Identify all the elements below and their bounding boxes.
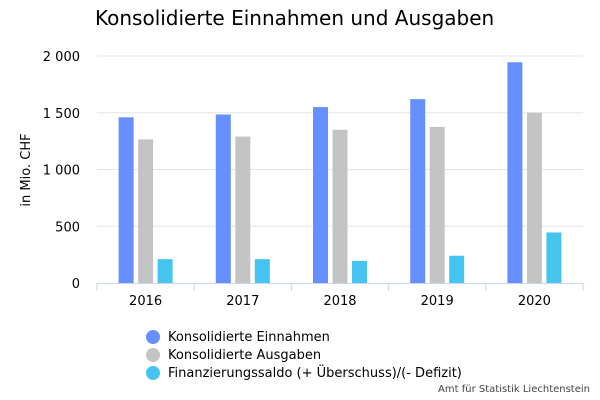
legend-swatch-ausgaben [146, 348, 160, 362]
y-tick-label: 2 000 [43, 50, 80, 65]
legend-label-einnahmen: Konsolidierte Einnahmen [168, 329, 330, 345]
bar[interactable] [215, 114, 231, 283]
source-credit: Amt für Statistik Liechtenstein [438, 384, 590, 395]
legend-item-einnahmen[interactable]: Konsolidierte Einnahmen [146, 328, 462, 346]
bar[interactable] [254, 259, 270, 283]
chart-title: Konsolidierte Einnahmen und Ausgaben [95, 6, 495, 30]
y-tick-label: 0 [72, 277, 80, 292]
x-tick-label: 2020 [518, 294, 551, 309]
legend-label-ausgaben: Konsolidierte Ausgaben [168, 347, 322, 363]
bar[interactable] [410, 99, 426, 283]
legend: Konsolidierte Einnahmen Konsolidierte Au… [146, 328, 462, 382]
axes: 0 500 1 000 1 500 2 000 2016 2017 2018 2019 2020 [43, 50, 584, 309]
bar[interactable] [118, 117, 134, 283]
bar[interactable] [235, 136, 251, 283]
y-axis-label: in Mio. CHF [19, 133, 34, 206]
x-tick-label: 2016 [129, 294, 162, 309]
y-tick-label: 1 500 [43, 107, 80, 122]
legend-swatch-einnahmen [146, 330, 160, 344]
legend-item-ausgaben[interactable]: Konsolidierte Ausgaben [146, 346, 462, 364]
y-tick-label: 500 [55, 220, 80, 235]
bars [118, 62, 562, 284]
bar[interactable] [449, 255, 465, 283]
x-tick-label: 2019 [421, 294, 454, 309]
bar[interactable] [313, 107, 328, 283]
bar[interactable] [332, 129, 348, 283]
bar[interactable] [546, 232, 562, 283]
bar[interactable] [526, 112, 542, 283]
x-tick-label: 2018 [323, 294, 356, 309]
bar[interactable] [157, 259, 173, 283]
legend-label-saldo: Finanzierungssaldo (+ Überschuss)/(- Def… [168, 365, 462, 381]
bar[interactable] [138, 139, 154, 283]
bar[interactable] [352, 260, 367, 283]
legend-item-saldo[interactable]: Finanzierungssaldo (+ Überschuss)/(- Def… [146, 364, 462, 382]
bar[interactable] [429, 126, 445, 283]
bar[interactable] [507, 62, 523, 284]
y-tick-label: 1 000 [43, 164, 80, 179]
x-tick-label: 2017 [226, 294, 259, 309]
legend-swatch-saldo [146, 366, 160, 380]
